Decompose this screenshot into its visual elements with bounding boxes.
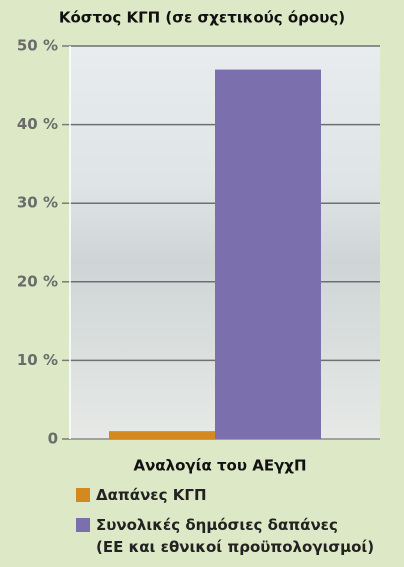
bar: [215, 69, 321, 439]
legend-item: Συνολικές δημόσιες δαπάνες (ΕΕ και εθνικ…: [76, 514, 374, 558]
y-tick-label: 20 %: [17, 272, 58, 290]
legend-item: Δαπάνες ΚΓΠ: [76, 484, 207, 506]
legend-label: Συνολικές δημόσιες δαπάνες (ΕΕ και εθνικ…: [96, 516, 375, 556]
y-tick-label: 30 %: [17, 194, 58, 212]
chart: Κόστος ΚΓΠ (σε σχετικούς όρους) 0 10 % 20 …: [17, 9, 380, 475]
x-tick-label: Αναλογία του ΑΕγχΠ: [133, 457, 306, 475]
y-tick-label: 0: [48, 430, 58, 448]
chart-title: Κόστος ΚΓΠ (σε σχετικούς όρους): [59, 9, 345, 27]
legend-swatch: [76, 518, 90, 532]
legend-label: Δαπάνες ΚΓΠ: [96, 486, 207, 504]
y-tick-label: 40 %: [17, 115, 58, 133]
legend-swatch: [76, 488, 90, 502]
y-tick-label: 50 %: [17, 37, 58, 55]
y-tick-label: 10 %: [17, 351, 58, 369]
bar: [109, 431, 215, 439]
